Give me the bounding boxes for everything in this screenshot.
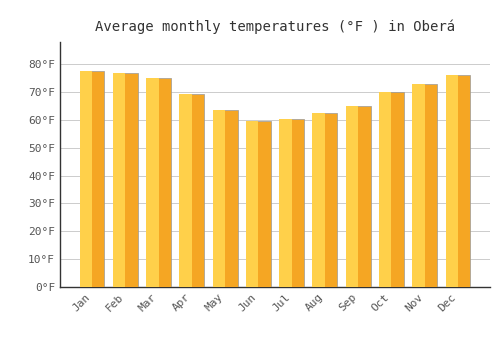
Bar (279, 119, 291, 287)
Bar (212, 110, 238, 287)
Bar (379, 92, 392, 287)
Bar (279, 119, 304, 287)
Bar (180, 93, 204, 287)
Bar (346, 106, 370, 287)
Title: Average monthly temperatures (°F ) in Oberá: Average monthly temperatures (°F ) in Ob… (95, 19, 455, 34)
Bar (80, 71, 104, 287)
Bar (446, 75, 458, 287)
Bar (80, 71, 92, 287)
Bar (146, 78, 171, 287)
Bar (412, 84, 437, 287)
Bar (446, 75, 470, 287)
Bar (146, 78, 158, 287)
Bar (312, 113, 325, 287)
Bar (246, 121, 258, 287)
Bar (113, 73, 126, 287)
Bar (212, 110, 225, 287)
Bar (246, 121, 271, 287)
Bar (113, 73, 138, 287)
Bar (412, 84, 424, 287)
Bar (180, 93, 192, 287)
Bar (312, 113, 338, 287)
Bar (379, 92, 404, 287)
Bar (346, 106, 358, 287)
